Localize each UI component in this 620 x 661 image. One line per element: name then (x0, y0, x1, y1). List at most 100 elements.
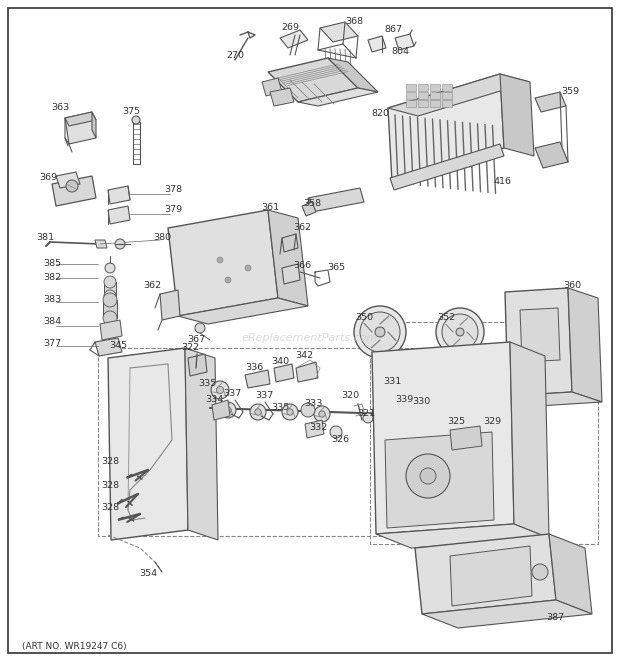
Circle shape (436, 308, 484, 356)
Polygon shape (372, 342, 514, 534)
Circle shape (103, 311, 117, 325)
Polygon shape (390, 144, 504, 190)
Text: 337: 337 (223, 389, 241, 399)
Text: eReplacementParts.com: eReplacementParts.com (242, 333, 378, 343)
Polygon shape (212, 400, 230, 420)
Polygon shape (406, 100, 416, 107)
Circle shape (420, 468, 436, 484)
Text: 383: 383 (43, 295, 61, 305)
Text: 354: 354 (139, 570, 157, 578)
Circle shape (411, 403, 425, 417)
Polygon shape (298, 88, 378, 106)
Polygon shape (185, 348, 218, 540)
Text: 322: 322 (181, 344, 199, 352)
Polygon shape (388, 74, 530, 116)
Text: 359: 359 (561, 87, 579, 97)
Polygon shape (400, 404, 414, 424)
Polygon shape (296, 362, 318, 382)
Polygon shape (450, 426, 482, 450)
Text: 804: 804 (391, 48, 409, 56)
Polygon shape (430, 92, 440, 99)
Polygon shape (385, 432, 494, 528)
Polygon shape (422, 600, 592, 628)
Circle shape (104, 290, 116, 302)
Polygon shape (430, 100, 440, 107)
Circle shape (245, 265, 251, 271)
Circle shape (388, 386, 404, 402)
Text: (ART NO. WR19247 C6): (ART NO. WR19247 C6) (22, 641, 126, 650)
Circle shape (282, 404, 298, 420)
Polygon shape (388, 74, 504, 182)
Text: 270: 270 (226, 50, 244, 59)
Polygon shape (510, 378, 540, 394)
Polygon shape (500, 74, 534, 156)
Circle shape (532, 564, 548, 580)
Circle shape (225, 407, 231, 413)
Circle shape (225, 277, 231, 283)
Circle shape (301, 403, 315, 417)
Polygon shape (188, 354, 207, 376)
Text: 326: 326 (331, 436, 349, 444)
Polygon shape (100, 320, 122, 340)
Circle shape (406, 454, 450, 498)
Text: 362: 362 (143, 282, 161, 290)
Polygon shape (406, 92, 416, 99)
Polygon shape (320, 22, 358, 42)
Text: 369: 369 (39, 173, 57, 182)
Circle shape (104, 276, 116, 288)
Text: 345: 345 (109, 342, 127, 350)
Circle shape (211, 381, 229, 399)
Polygon shape (178, 298, 308, 324)
Text: 329: 329 (483, 418, 501, 426)
Polygon shape (442, 100, 452, 107)
Circle shape (314, 406, 330, 422)
Circle shape (354, 306, 406, 358)
Text: 321: 321 (357, 410, 375, 418)
Text: 331: 331 (383, 377, 401, 387)
Polygon shape (65, 112, 96, 126)
Circle shape (103, 293, 117, 307)
Text: 320: 320 (341, 391, 359, 401)
Text: 375: 375 (122, 108, 140, 116)
Text: 352: 352 (437, 313, 455, 323)
Polygon shape (280, 30, 308, 48)
Polygon shape (52, 176, 96, 206)
Polygon shape (406, 84, 416, 91)
Polygon shape (108, 206, 130, 224)
Circle shape (375, 327, 385, 337)
Polygon shape (568, 288, 602, 402)
Text: 328: 328 (101, 504, 119, 512)
Circle shape (250, 404, 266, 420)
Polygon shape (302, 202, 316, 216)
Circle shape (220, 402, 236, 418)
Text: 358: 358 (303, 200, 321, 208)
Text: 867: 867 (384, 26, 402, 34)
Circle shape (217, 257, 223, 263)
Polygon shape (328, 58, 378, 92)
Text: 335: 335 (198, 379, 216, 389)
Polygon shape (282, 264, 300, 284)
Text: 360: 360 (563, 282, 581, 290)
Polygon shape (56, 172, 80, 188)
Polygon shape (430, 84, 440, 91)
Circle shape (132, 116, 140, 124)
Polygon shape (418, 92, 428, 99)
Text: 336: 336 (245, 364, 263, 373)
Polygon shape (262, 78, 282, 96)
Circle shape (105, 263, 115, 273)
Circle shape (330, 426, 342, 438)
Bar (98, 348, 473, 536)
Text: 381: 381 (36, 233, 54, 243)
Polygon shape (549, 534, 592, 614)
Text: 367: 367 (187, 336, 205, 344)
Text: 339: 339 (395, 395, 413, 405)
Text: 332: 332 (309, 424, 327, 432)
Polygon shape (65, 112, 96, 144)
Text: 416: 416 (493, 178, 511, 186)
Polygon shape (168, 210, 278, 316)
Text: 384: 384 (43, 317, 61, 327)
Text: 328: 328 (101, 481, 119, 490)
Polygon shape (508, 392, 602, 406)
Text: 365: 365 (327, 264, 345, 272)
Polygon shape (95, 338, 122, 356)
